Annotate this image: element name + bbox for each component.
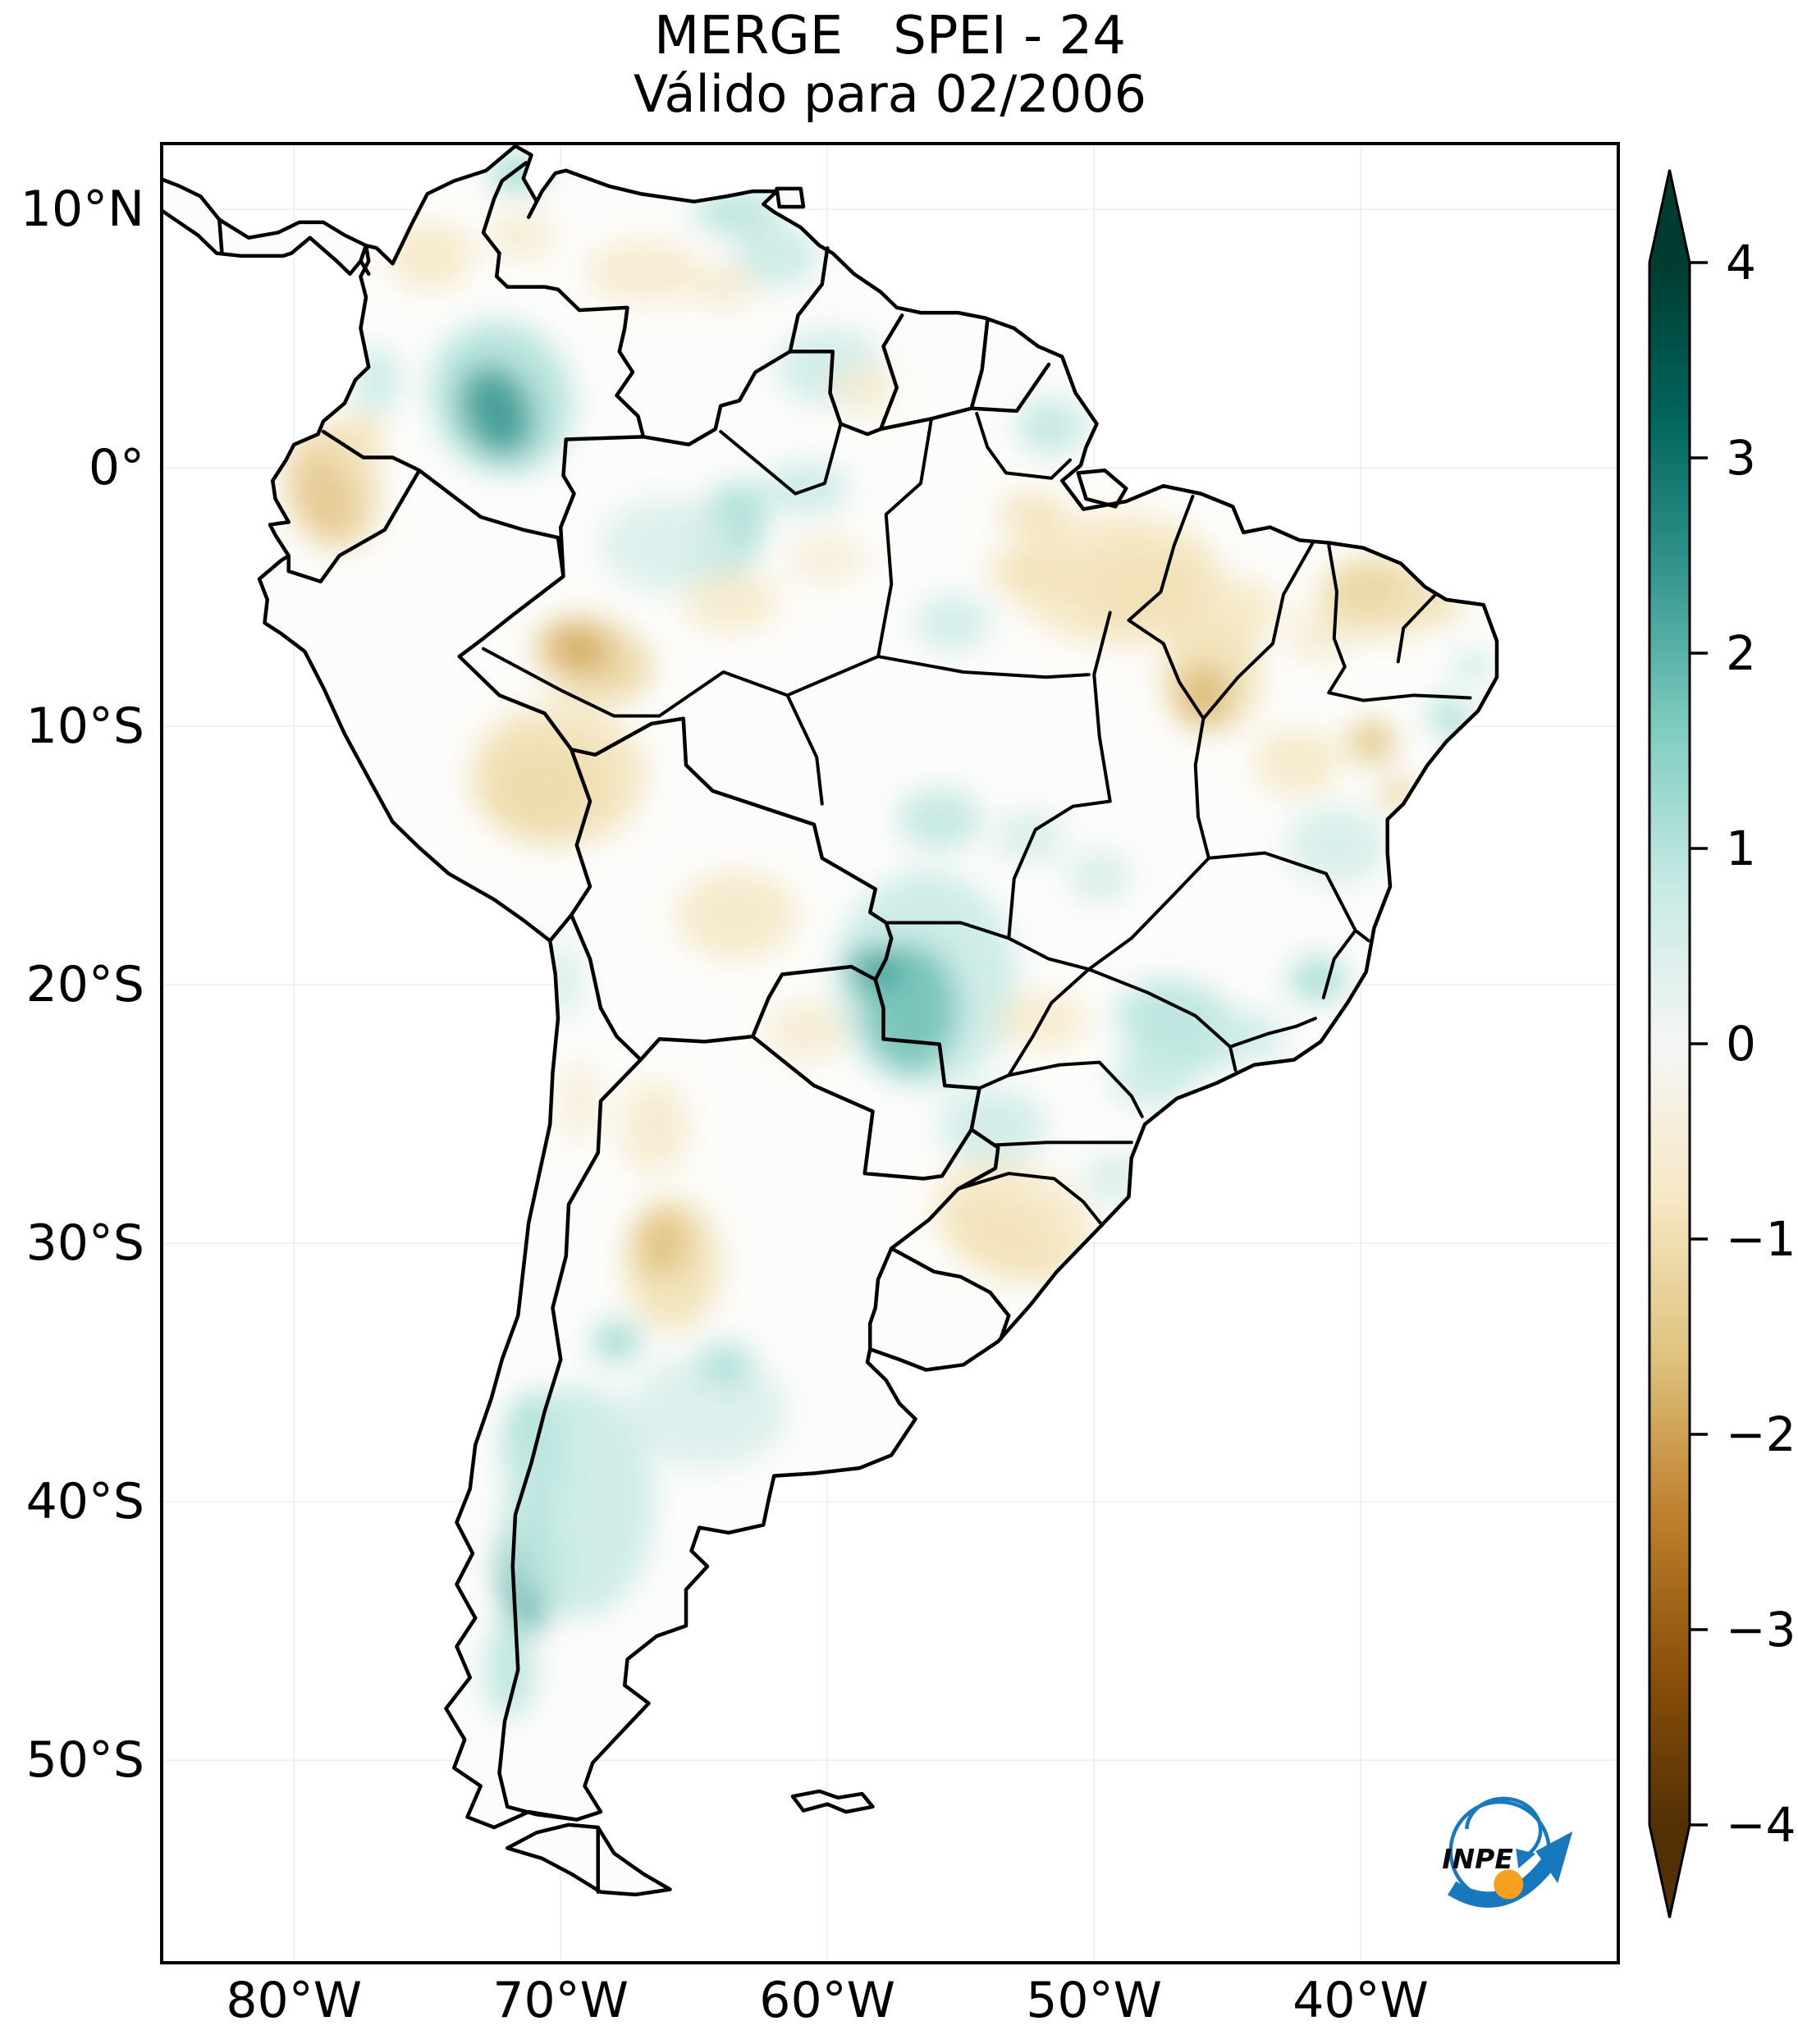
spei-anomaly-blob — [693, 188, 780, 235]
colorbar-tick-label: −1 — [1726, 1211, 1796, 1267]
colorbar-tick-label: 3 — [1726, 430, 1756, 486]
spei-anomaly-blob — [932, 1160, 1096, 1285]
spei-anomaly-blob — [504, 1385, 654, 1618]
inpe-logo-text: INPE — [1442, 1843, 1513, 1875]
inpe-logo-arrowhead — [1535, 1831, 1573, 1883]
spei-anomaly-blob — [987, 545, 1073, 597]
spei-anomaly-blob — [460, 365, 533, 456]
spei-anomaly-blob — [601, 498, 734, 592]
lon-tick-label: 50°W — [1026, 1972, 1162, 2029]
spei-anomaly-blob — [675, 871, 798, 959]
spei-anomaly-blob — [1177, 664, 1230, 727]
spei-anomaly-blob — [846, 945, 905, 993]
lat-tick-label: 30°S — [25, 1214, 144, 1273]
spei-anomaly-blob — [557, 1059, 601, 1143]
spei-anomaly-blob — [734, 225, 820, 287]
lon-tick-label: 40°W — [1292, 1972, 1429, 2029]
spei-anomaly-blob — [488, 209, 553, 262]
spei-anomaly-blob — [787, 532, 867, 584]
colorbar-bar — [1648, 169, 1691, 1918]
colorbar-tick-label: 2 — [1726, 625, 1756, 681]
spei-anomaly-blob — [689, 263, 758, 310]
chart-title-block: MERGE SPEI - 24 Válido para 02/2006 — [163, 7, 1617, 123]
spei-anomaly-blob — [584, 240, 702, 303]
spei-anomaly-blob — [998, 491, 1068, 538]
spei-anomaly-blob — [998, 992, 1089, 1049]
colorbar-ticks — [1690, 261, 1708, 1827]
spei-anomaly-field — [284, 154, 1494, 1719]
inpe-logo-swirl — [1465, 1796, 1543, 1858]
lat-tick-label: 0° — [88, 439, 144, 497]
south-america-map — [163, 145, 1617, 1961]
colorbar-tick-label: 1 — [1726, 821, 1756, 876]
spei-anomaly-blob — [1286, 806, 1388, 885]
country-borders — [219, 162, 1049, 1891]
spei-anomaly-blob — [635, 1209, 689, 1278]
lat-tick-label: 40°S — [25, 1473, 144, 1531]
colorbar-tick-label: 4 — [1726, 235, 1756, 290]
lon-tick-label: 80°W — [226, 1972, 363, 2029]
lat-tick-label: 50°S — [25, 1731, 144, 1790]
lat-tick-label: 10°S — [25, 697, 144, 756]
lat-tick-label: 20°S — [25, 956, 144, 1014]
spei-anomaly-blob — [1017, 398, 1087, 455]
spei-anomaly-blob — [939, 1088, 1046, 1166]
spei-anomaly-blob — [619, 1080, 689, 1174]
colorbar-tick-label: 0 — [1726, 1016, 1756, 1072]
inpe-logo-arrow — [1448, 1858, 1554, 1908]
colorbar-tick-label: −4 — [1726, 1797, 1796, 1853]
spei-anomaly-blob — [683, 571, 780, 633]
spei-anomaly-blob — [1081, 1152, 1161, 1205]
chart-title: MERGE SPEI - 24 — [654, 6, 1126, 66]
spei-anomaly-blob — [1201, 578, 1281, 642]
spei-anomaly-blob — [387, 222, 473, 290]
spei-anomaly-blob — [1109, 1049, 1196, 1107]
spei-anomaly-blob — [486, 1621, 534, 1719]
spei-anomaly-blob — [548, 624, 611, 674]
spei-anomaly-blob — [1451, 651, 1494, 683]
map-frame: INPE — [160, 142, 1620, 1964]
spei-anomaly-blob — [699, 1341, 753, 1388]
inpe-logo-swirl-arrowhead — [1516, 1849, 1536, 1868]
colorbar-tick-label: −2 — [1726, 1406, 1796, 1462]
inpe-logo: INPE — [1442, 1796, 1573, 1908]
chart-subtitle: Válido para 02/2006 — [633, 64, 1147, 124]
coastline — [163, 146, 1497, 1895]
spei-anomaly-blob — [1288, 956, 1348, 1004]
spei-anomaly-blob — [915, 594, 991, 652]
spei-anomaly-blob — [832, 364, 897, 417]
spei-anomaly-blob — [1254, 729, 1340, 797]
spei-anomaly-blob — [469, 702, 647, 848]
spei-anomaly-blob — [1347, 720, 1396, 763]
lat-tick-label: 10°N — [20, 181, 144, 239]
spei-anomaly-blob — [896, 788, 982, 851]
inpe-logo-orange-ball — [1494, 1869, 1524, 1900]
lon-tick-label: 60°W — [759, 1972, 895, 2029]
lon-tick-label: 70°W — [492, 1972, 629, 2029]
spei-anomaly-blob — [627, 1354, 788, 1469]
spei-anomaly-blob — [1117, 979, 1242, 1073]
spei-anomaly-blob — [995, 812, 1065, 864]
spei-anomaly-blob — [766, 1000, 846, 1063]
spei-anomaly-blob — [1206, 1010, 1287, 1063]
brazil-state-borders — [483, 414, 1471, 1225]
colorbar — [1648, 169, 1708, 1918]
spei-anomaly-blob — [592, 1320, 641, 1363]
spei-anomaly-blob — [352, 346, 401, 414]
colorbar-tick-label: −3 — [1726, 1602, 1796, 1658]
spei-anomaly-blob — [1011, 511, 1225, 647]
spei-anomaly-blob — [1067, 850, 1132, 903]
